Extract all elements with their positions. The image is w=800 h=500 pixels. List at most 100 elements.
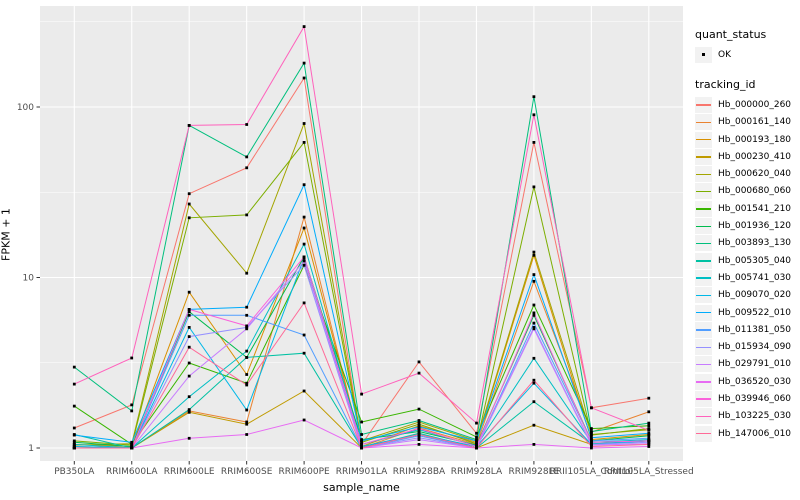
svg-text:1: 1 [28, 444, 34, 454]
legend-line-swatch [696, 260, 711, 262]
legend-line-swatch [696, 294, 711, 297]
legend-item-Hb_009522_010: Hb_009522_010 [688, 304, 800, 321]
legend-item-label: Hb_009522_010 [718, 307, 792, 318]
legend-item-label: Hb_001936_120 [718, 221, 792, 232]
legend-item-Hb_103225_030: Hb_103225_030 [688, 408, 800, 425]
legend-item-label: Hb_000000_260 [718, 99, 792, 110]
legend-item-label: Hb_147006_010 [718, 428, 792, 439]
legend-title-quant-status: quant_status [695, 28, 767, 41]
legend-item-Hb_005305_040: Hb_005305_040 [688, 252, 800, 269]
legend-line-swatch [696, 329, 711, 331]
legend-key [695, 252, 712, 269]
legend-item-label: Hb_015934_090 [718, 342, 792, 353]
legend-key [695, 287, 712, 304]
legend-key [695, 356, 712, 373]
legend-line-swatch [696, 139, 711, 141]
legend-item-label: Hb_009070_020 [718, 290, 792, 301]
legend-item-Hb_009070_020: Hb_009070_020 [688, 287, 800, 304]
data-points [72, 25, 651, 450]
legend-key [695, 269, 712, 286]
legend-item-label: Hb_000161_140 [718, 117, 792, 128]
svg-text:RRIM600LA: RRIM600LA [106, 467, 158, 477]
legend-key [695, 131, 712, 148]
legend-line-swatch [696, 277, 711, 279]
legend-item-Hb_001541_210: Hb_001541_210 [688, 200, 800, 217]
svg-text:RRIM928BA: RRIM928BA [393, 467, 446, 477]
legend-item-Hb_036520_030: Hb_036520_030 [688, 373, 800, 390]
legend-line-swatch [696, 242, 711, 245]
legend-line-swatch [696, 312, 711, 314]
svg-text:100: 100 [17, 103, 34, 113]
legend-item-label: Hb_036520_030 [718, 376, 792, 387]
legend-line-swatch [696, 363, 711, 366]
svg-text:PB350LA: PB350LA [54, 467, 95, 477]
x-tick-labels: PB350LA RRIM600LA RRIM600LE RRIM600SE RRIM60… [54, 467, 693, 477]
legend-key [695, 96, 712, 113]
legend-key [695, 218, 712, 235]
legend-item-label: Hb_000620_040 [718, 169, 792, 180]
legend-item-Hb_000193_180: Hb_000193_180 [688, 131, 800, 148]
legend-item-Hb_000161_140: Hb_000161_140 [688, 114, 800, 131]
legend-line-swatch [696, 173, 711, 176]
legend-key [695, 200, 712, 217]
x-axis-title: sample_name [323, 481, 400, 494]
legend-tracking-list: Hb_000000_260 Hb_000161_140 Hb_000193_180 H… [688, 96, 800, 442]
legend-line-swatch [696, 346, 711, 348]
legend-line-swatch [696, 208, 711, 210]
legend-key [695, 304, 712, 321]
legend-item-Hb_000230_410: Hb_000230_410 [688, 148, 800, 165]
legend-item-Hb_015934_090: Hb_015934_090 [688, 338, 800, 356]
y-axis-title: FPKM + 1 [0, 208, 13, 261]
legend-item-Hb_000000_260: Hb_000000_260 [688, 96, 800, 113]
legend-item-label: Hb_000680_060 [718, 186, 792, 197]
legend-item-Hb_000680_060: Hb_000680_060 [688, 183, 800, 200]
legend-key [695, 339, 712, 356]
legend-item-label: Hb_039946_060 [718, 393, 792, 404]
legend-line-swatch [696, 398, 711, 400]
legend-item-Hb_003893_130: Hb_003893_130 [688, 235, 800, 252]
legend-item-label: OK [718, 49, 731, 60]
legend-item-Hb_147006_010: Hb_147006_010 [688, 425, 800, 442]
svg-text:RRII105LA_Control: RRII105LA_Control [550, 467, 633, 477]
legend: quant_status OK tracking_id Hb_000000_26… [688, 28, 800, 442]
legend-item-label: Hb_001541_210 [718, 203, 792, 214]
legend-item-label: Hb_000230_410 [718, 151, 792, 162]
legend-key [695, 373, 712, 390]
legend-line-swatch [696, 190, 711, 193]
legend-title-tracking-id: tracking_id [695, 78, 756, 92]
axis-ticks [36, 106, 650, 465]
legend-item-Hb_000620_040: Hb_000620_040 [688, 165, 800, 183]
y-tick-labels: 1 10 100 [17, 103, 34, 454]
legend-item-label: Hb_029791_010 [718, 359, 792, 370]
legend-line-swatch [696, 433, 711, 435]
legend-item-quant-ok: OK [688, 46, 800, 63]
point-icon [702, 53, 705, 57]
legend-key [695, 183, 712, 200]
legend-line-swatch [696, 381, 711, 383]
legend-item-label: Hb_000193_180 [718, 134, 792, 145]
svg-text:RRIM928LE: RRIM928LE [508, 467, 559, 477]
legend-item-label: Hb_011381_050 [718, 324, 792, 335]
legend-key [695, 114, 712, 131]
svg-text:RRIM600SE: RRIM600SE [221, 467, 273, 477]
legend-key [695, 235, 712, 252]
legend-item-Hb_011381_050: Hb_011381_050 [688, 321, 800, 338]
legend-item-label: Hb_003893_130 [718, 238, 792, 249]
svg-text:RRIM600LE: RRIM600LE [164, 467, 215, 477]
legend-item-Hb_029791_010: Hb_029791_010 [688, 356, 800, 373]
legend-key [695, 148, 712, 165]
legend-item-Hb_001936_120: Hb_001936_120 [688, 217, 800, 235]
legend-item-label: Hb_005305_040 [718, 255, 792, 266]
legend-key [695, 408, 712, 425]
legend-line-swatch [696, 121, 711, 124]
legend-item-Hb_005741_030: Hb_005741_030 [688, 269, 800, 286]
legend-key [695, 46, 712, 63]
legend-key [695, 321, 712, 338]
legend-key [695, 390, 712, 407]
legend-line-swatch [696, 415, 711, 418]
legend-item-label: Hb_103225_030 [718, 411, 792, 422]
svg-text:RRII105LA_Stressed: RRII105LA_Stressed [604, 467, 694, 477]
legend-key [695, 425, 712, 442]
